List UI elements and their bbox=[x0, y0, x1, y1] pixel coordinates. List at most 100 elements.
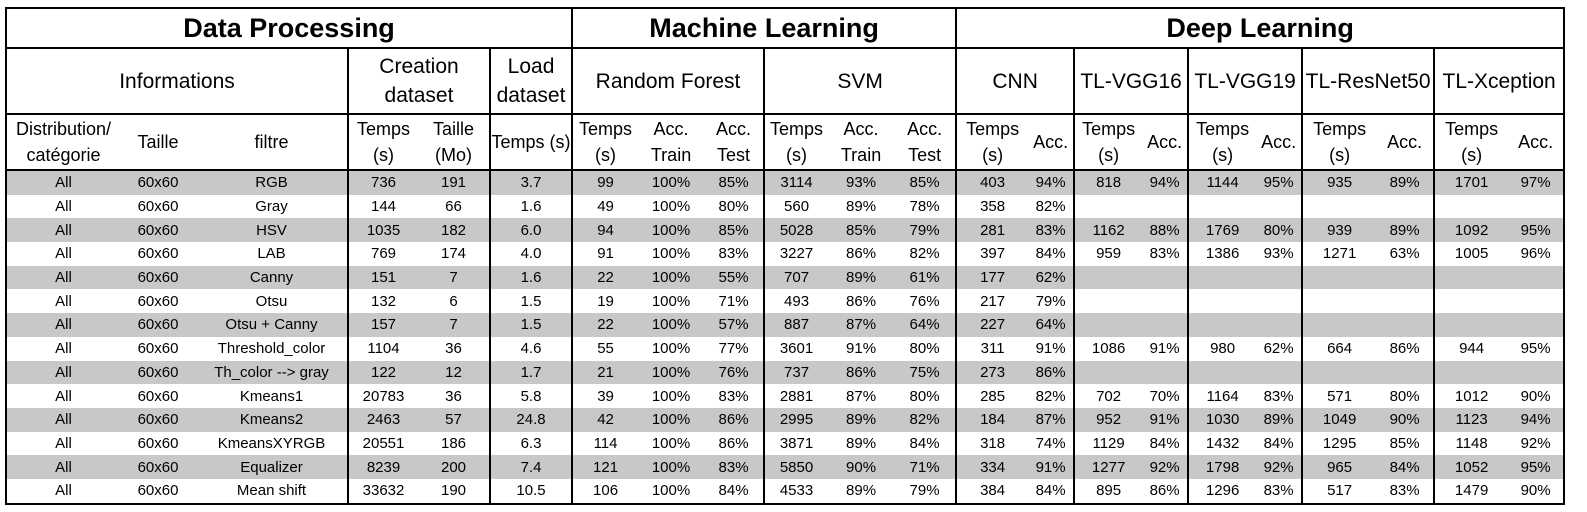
table-row: All 60x60 Threshold_color 1104 36 4.6 55 100% 77… bbox=[5, 336, 1566, 361]
col-distribution-cell: All bbox=[5, 242, 120, 266]
col-svm-temps-cell: 3601 bbox=[763, 336, 829, 361]
col-creation-taille-cell: 12 bbox=[418, 360, 490, 385]
col-cnn-temps-cell: 334 bbox=[955, 455, 1029, 479]
col-xception-acc-cell bbox=[1508, 360, 1566, 385]
col-vgg19-temps-cell bbox=[1187, 313, 1257, 337]
col-vgg16-temps-header: Temps (s) bbox=[1073, 114, 1143, 171]
col-svm-acc-test-cell: 64% bbox=[894, 313, 957, 337]
col-vgg16-temps-cell bbox=[1073, 360, 1143, 385]
table-row: All 60x60 RGB 736 191 3.7 99 100% 85% 3114 93% 85% 4… bbox=[5, 170, 1566, 195]
col-filtre-cell: LAB bbox=[257, 245, 286, 263]
col-xception-temps-cell: 1479 bbox=[1433, 478, 1509, 505]
col-xception-temps-header: Temps (s) bbox=[1433, 114, 1509, 171]
group-informations: Informations bbox=[5, 48, 349, 115]
col-rf-temps-cell: 22 bbox=[571, 313, 639, 337]
col-filtre-cell: Gray bbox=[255, 198, 288, 216]
col-vgg19-acc-cell bbox=[1256, 195, 1302, 219]
col-creation-taille-cell: 7 bbox=[418, 313, 490, 337]
col-cnn-temps-cell: 217 bbox=[955, 289, 1029, 314]
col-svm-acc-test-cell: 76% bbox=[909, 292, 940, 310]
col-vgg16-temps-cell bbox=[1073, 313, 1143, 337]
results-table-container: Data Processing Machine Learning Deep Le… bbox=[4, 7, 1566, 505]
col-cnn-temps-cell: 281 bbox=[955, 218, 1029, 243]
col-resnet50-temps-cell: 939 bbox=[1301, 218, 1377, 243]
col-vgg19-acc-cell: 93% bbox=[1263, 245, 1294, 263]
col-svm-acc-train-cell: 89% bbox=[828, 265, 895, 290]
col-load-temps-cell: 1.5 bbox=[488, 313, 573, 337]
col-xception-temps-cell: 1012 bbox=[1433, 384, 1509, 408]
col-xception-temps-cell bbox=[1433, 313, 1509, 337]
col-resnet50-acc-cell: 86% bbox=[1389, 340, 1420, 358]
col-resnet50-temps-cell: 965 bbox=[1301, 455, 1377, 479]
col-xception-temps-cell bbox=[1433, 289, 1509, 314]
table-row: All 60x60 KmeansXYRGB 20551 186 6.3 114 100% 86%… bbox=[5, 431, 1566, 456]
col-filtre-cell: Th_color --> gray bbox=[196, 360, 348, 385]
col-xception-temps-cell bbox=[1433, 265, 1509, 290]
col-svm-acc-train-cell: 89% bbox=[846, 198, 877, 216]
col-svm-temps-cell: 2881 bbox=[763, 384, 829, 408]
col-cnn-acc-cell: 64% bbox=[1028, 313, 1075, 337]
col-resnet50-temps-cell: 1271 bbox=[1301, 242, 1377, 266]
results-table: Data Processing Machine Learning Deep Le… bbox=[4, 7, 1566, 505]
col-taille-cell: 60x60 bbox=[120, 360, 196, 385]
col-xception-temps-cell: 1148 bbox=[1433, 431, 1509, 456]
col-cnn-acc-cell: 91% bbox=[1028, 455, 1075, 479]
col-distribution-cell: All bbox=[5, 407, 120, 432]
col-vgg16-temps-cell bbox=[1073, 289, 1143, 314]
col-resnet50-temps-cell: 935 bbox=[1301, 170, 1377, 195]
col-filtre-cell: Mean shift bbox=[196, 478, 348, 505]
col-vgg16-acc-cell bbox=[1142, 360, 1189, 385]
col-cnn-acc-cell: 84% bbox=[1028, 478, 1075, 505]
col-xception-acc-cell bbox=[1508, 194, 1566, 219]
col-distribution-cell: All bbox=[5, 360, 120, 385]
col-vgg19-temps-cell bbox=[1187, 360, 1257, 385]
col-vgg16-temps-cell: 959 bbox=[1073, 242, 1143, 266]
col-xception-temps-cell: 1701 bbox=[1433, 170, 1509, 195]
col-rf-acc-train-cell: 100% bbox=[651, 245, 691, 263]
col-cnn-acc-cell: 86% bbox=[1028, 360, 1075, 385]
col-vgg19-acc-cell bbox=[1256, 313, 1303, 337]
col-creation-temps-cell: 20551 bbox=[347, 431, 418, 456]
col-distribution-cell: All bbox=[5, 265, 120, 290]
col-cnn-temps-cell: 318 bbox=[955, 431, 1029, 456]
col-vgg16-acc-cell: 94% bbox=[1142, 170, 1189, 195]
col-xception-acc-cell: 92% bbox=[1508, 431, 1566, 456]
col-xception-acc-cell: 96% bbox=[1508, 242, 1566, 266]
col-distribution-cell: All bbox=[5, 170, 120, 195]
col-creation-taille-cell: 66 bbox=[445, 198, 462, 216]
col-rf-acc-train-cell: 100% bbox=[651, 198, 691, 216]
col-resnet50-acc-cell: 80% bbox=[1389, 387, 1420, 405]
col-resnet50-acc-cell: 85% bbox=[1389, 434, 1420, 452]
table-row: All 60x60 Mean shift 33632 190 10.5 106 100% 84%… bbox=[5, 478, 1566, 505]
section-deep-learning: Deep Learning bbox=[955, 7, 1566, 49]
col-svm-acc-train-cell: 89% bbox=[828, 478, 895, 505]
col-rf-acc-train-header: Acc. Train bbox=[638, 114, 705, 171]
col-vgg16-temps-cell: 1162 bbox=[1073, 218, 1143, 243]
col-taille-cell: 60x60 bbox=[120, 265, 196, 290]
col-creation-taille-cell: 6 bbox=[449, 292, 458, 310]
col-creation-taille-cell: 57 bbox=[418, 407, 490, 432]
col-cnn-acc-cell: 87% bbox=[1028, 407, 1075, 432]
col-vgg19-temps-cell bbox=[1187, 289, 1257, 314]
col-cnn-temps-cell: 384 bbox=[955, 478, 1029, 505]
col-taille-cell: 60x60 bbox=[137, 198, 179, 216]
col-distribution-cell: All bbox=[5, 218, 120, 243]
col-svm-acc-test-cell: 80% bbox=[909, 387, 940, 405]
group-load-dataset: Load dataset bbox=[488, 48, 574, 115]
col-cnn-acc-cell: 83% bbox=[1028, 218, 1075, 243]
col-filtre-cell: RGB bbox=[196, 170, 348, 195]
col-creation-taille-cell: 36 bbox=[445, 340, 462, 358]
col-creation-taille-cell: 191 bbox=[418, 170, 490, 195]
col-xception-temps-cell: 944 bbox=[1433, 336, 1509, 361]
col-load-temps-cell: 3.7 bbox=[488, 170, 573, 195]
table-row: All 60x60 LAB 769 174 4.0 91 100% 83% 3227 86% 82% 3… bbox=[5, 242, 1566, 266]
col-load-temps-cell: 4.0 bbox=[488, 242, 573, 266]
col-resnet50-acc-cell bbox=[1376, 313, 1435, 337]
col-vgg19-temps-header: Temps (s) bbox=[1187, 114, 1257, 171]
col-cnn-acc-cell: 62% bbox=[1028, 265, 1075, 290]
col-svm-acc-test-cell: 85% bbox=[894, 170, 957, 195]
col-creation-taille-cell: 7 bbox=[418, 265, 490, 290]
col-xception-acc-cell: 95% bbox=[1508, 218, 1566, 243]
col-svm-temps-cell: 3114 bbox=[763, 170, 829, 195]
col-creation-temps-cell: 157 bbox=[347, 313, 418, 337]
